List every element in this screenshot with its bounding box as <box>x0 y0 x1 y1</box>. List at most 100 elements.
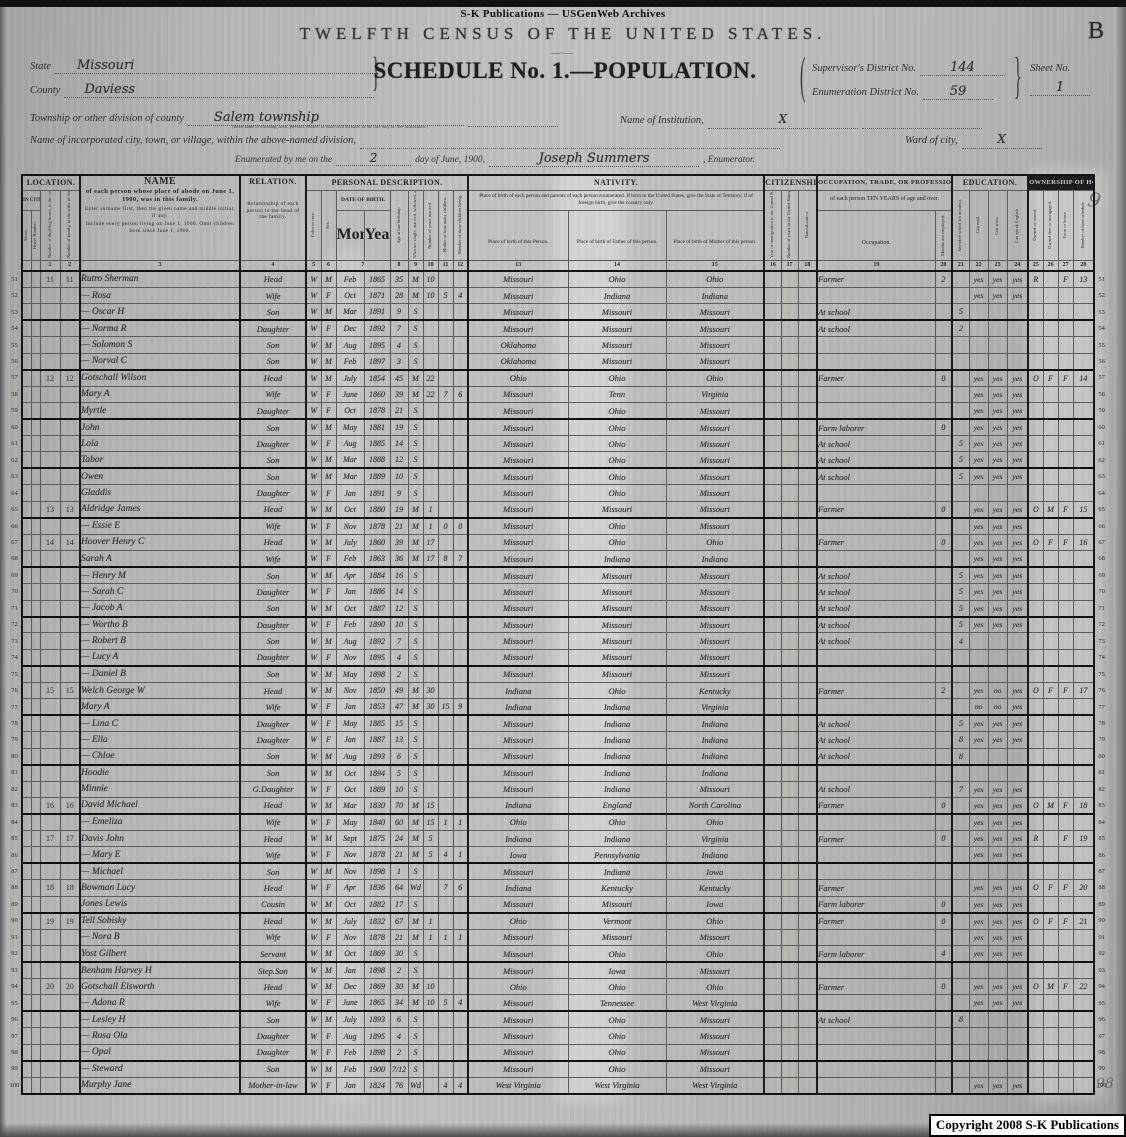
cell-sch <box>951 961 970 979</box>
cell-sch <box>951 698 970 717</box>
cell-own <box>1027 402 1044 421</box>
cell-en: yes <box>1006 533 1029 552</box>
cell-occ: Farm laborer <box>816 945 936 964</box>
cell-by: 1878 <box>363 402 391 421</box>
cell-ym: 1 <box>422 928 439 947</box>
cell-fs: 18 <box>1072 796 1096 815</box>
column-number: 15 <box>665 259 765 272</box>
cell-rd <box>968 303 989 322</box>
line-number-right: 68 <box>1098 555 1105 563</box>
cell-occ: At school <box>816 616 936 634</box>
cell-en <box>1006 862 1029 881</box>
cell-ym <box>422 1010 439 1029</box>
cell-pf: England <box>567 796 667 815</box>
cell-own <box>1027 1043 1044 1062</box>
cell-nat <box>797 961 818 979</box>
cell-st <box>21 566 32 585</box>
line-number-left: 92 <box>11 950 18 958</box>
cell-im <box>763 566 782 585</box>
cell-hn <box>30 813 41 831</box>
cell-pb: Ohio <box>467 977 569 996</box>
line-number-left: 57 <box>11 374 18 382</box>
cell-bm: June <box>335 385 365 404</box>
cell-fam <box>59 1076 81 1095</box>
cell-dw: 18 <box>39 879 61 897</box>
cell-name: Gotschall Wilson <box>79 369 241 387</box>
cell-mar: M <box>407 681 424 700</box>
line-number-right: 79 <box>1098 736 1105 744</box>
cell-fh: F <box>1057 796 1074 815</box>
cell-mar: S <box>407 895 424 914</box>
line-number-left: 91 <box>11 933 18 941</box>
cell-by: 1860 <box>363 385 391 404</box>
cell-sch: 5 <box>951 435 970 453</box>
cell-pf: Ohio <box>567 467 667 486</box>
cell-fh <box>1057 1043 1074 1062</box>
cell-nat <box>797 500 818 519</box>
column-number: 27 <box>1057 259 1074 272</box>
cell-own <box>1027 747 1044 766</box>
cell-nat <box>797 928 818 947</box>
cell-ym <box>422 714 439 733</box>
cell-mo <box>437 648 454 667</box>
cell-bm: Sept <box>335 829 365 848</box>
cell-fm <box>1042 566 1059 585</box>
cell-wr: yes <box>987 451 1008 470</box>
cell-fs: 17 <box>1072 681 1096 700</box>
cell-mo <box>437 583 454 601</box>
line-number-column-left <box>8 175 22 271</box>
cell-fm <box>1042 813 1059 831</box>
cell-en: yes <box>1006 698 1029 717</box>
cell-mar: M <box>407 550 424 569</box>
cell-im <box>763 583 782 601</box>
cell-own: O <box>1027 533 1044 552</box>
cell-mo: 0 <box>437 517 454 535</box>
cell-fam <box>59 550 81 569</box>
cell-fh <box>1057 385 1074 404</box>
cell-age: 24 <box>389 829 409 848</box>
cell-yus <box>780 994 799 1013</box>
cell-lv <box>452 829 469 848</box>
line-number-left: 69 <box>11 571 18 579</box>
line-number-left: 62 <box>11 456 18 464</box>
cell-yus <box>780 1043 799 1062</box>
cell-dw <box>39 599 61 618</box>
cell-lv <box>452 533 469 552</box>
institution-value: X <box>778 112 787 126</box>
cell-wr: yes <box>987 402 1008 421</box>
cell-en <box>1006 764 1029 782</box>
cell-en: yes <box>1006 435 1029 453</box>
cell-sch <box>951 813 970 831</box>
cell-pf: West Virginia <box>567 1076 667 1095</box>
cell-s: M <box>320 632 337 650</box>
cell-en <box>1006 648 1029 667</box>
cell-by: 1894 <box>363 764 391 782</box>
cell-pm: Missouri <box>665 467 765 486</box>
cell-fam <box>59 467 81 486</box>
cell-occ: At school <box>816 467 936 486</box>
cell-own <box>1027 1060 1044 1078</box>
cell-mar: M <box>407 500 424 519</box>
cell-sch: 5 <box>951 714 970 733</box>
cell-st <box>21 352 32 371</box>
table-row: 98— Opal Daughter W F Feb 1898 2 S Missouri Ohio M… <box>8 1043 1108 1062</box>
cell-wr: no <box>987 698 1008 717</box>
cell-pf: Ohio <box>567 1060 667 1078</box>
cell-dw <box>39 385 61 404</box>
cell-rd <box>968 352 989 371</box>
cell-by: 1889 <box>363 780 391 799</box>
cell-occ: At school <box>816 451 936 470</box>
cell-fs <box>1072 1076 1096 1095</box>
relation-desc: Relationship of each person to the head … <box>246 201 300 221</box>
cell-nat <box>797 533 818 552</box>
cell-nat <box>797 681 818 700</box>
cell-rd: yes <box>968 912 989 930</box>
cell-dw <box>39 961 61 979</box>
cell-pm: Missouri <box>665 1043 765 1062</box>
line-number-left: 85 <box>11 835 18 843</box>
cell-en: yes <box>1006 385 1029 404</box>
cell-bm: Oct <box>335 895 365 914</box>
cell-name: — Adona R <box>79 994 241 1013</box>
cell-pf: Missouri <box>567 928 667 947</box>
line-number-left: 99 <box>11 1065 18 1073</box>
